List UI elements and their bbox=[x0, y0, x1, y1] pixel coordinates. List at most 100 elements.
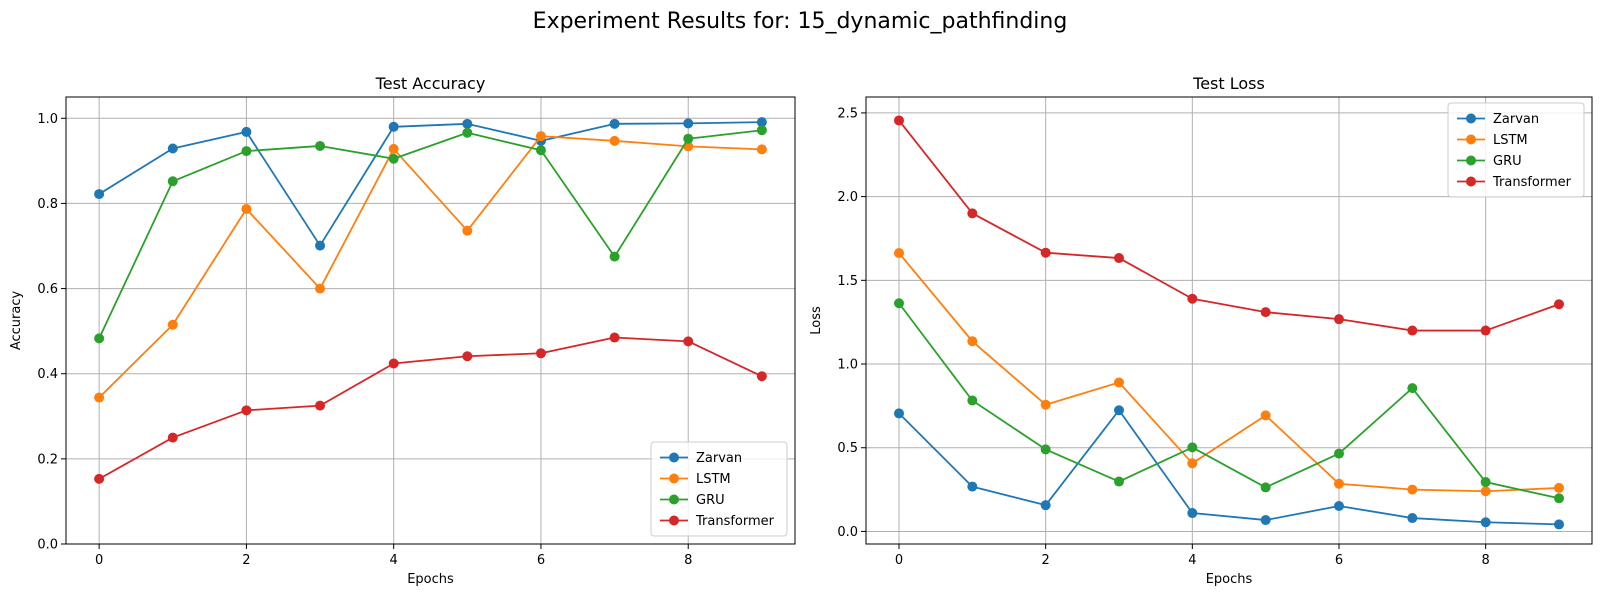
accuracy-zarvan-point-3 bbox=[315, 240, 326, 251]
accuracy-gru-point-2 bbox=[241, 146, 252, 157]
accuracy-chart-title: Test Accuracy bbox=[375, 74, 486, 93]
accuracy-gru-point-7 bbox=[609, 251, 620, 262]
accuracy-y-tick-label-2: 0.4 bbox=[37, 367, 58, 382]
accuracy-legend-zarvan-label: Zarvan bbox=[696, 451, 742, 466]
loss-transformer-point-1 bbox=[967, 208, 978, 219]
loss-lstm-point-1 bbox=[967, 336, 978, 347]
loss-legend-zarvan-marker bbox=[1466, 113, 1476, 124]
accuracy-lstm-point-2 bbox=[241, 203, 252, 214]
accuracy-x-tick-label-0: 0 bbox=[95, 553, 103, 568]
loss-lstm-point-5 bbox=[1260, 410, 1271, 421]
loss-lstm-point-4 bbox=[1187, 458, 1198, 469]
accuracy-legend-gru-label: GRU bbox=[696, 493, 725, 508]
accuracy-y-tick-label-3: 0.6 bbox=[37, 282, 58, 297]
loss-zarvan-point-2 bbox=[1040, 500, 1051, 511]
loss-zarvan-point-4 bbox=[1187, 508, 1198, 519]
loss-transformer-point-4 bbox=[1187, 293, 1198, 304]
loss-legend-gru-marker bbox=[1466, 155, 1476, 166]
loss-zarvan-point-1 bbox=[967, 481, 978, 492]
loss-transformer-point-5 bbox=[1260, 307, 1271, 318]
accuracy-zarvan-point-1 bbox=[167, 143, 178, 154]
loss-gru-point-5 bbox=[1260, 482, 1271, 493]
loss-zarvan-point-9 bbox=[1554, 519, 1564, 530]
accuracy-y-axis-label: Accuracy bbox=[9, 291, 24, 351]
accuracy-transformer-point-8 bbox=[683, 336, 694, 347]
loss-zarvan-point-8 bbox=[1480, 517, 1491, 528]
loss-legend-transformer-marker bbox=[1466, 176, 1476, 187]
loss-legend-lstm-label: LSTM bbox=[1493, 133, 1528, 148]
loss-y-axis-label: Loss bbox=[809, 306, 824, 335]
loss-legend: Zarvan LSTM GRU Transformer bbox=[1447, 102, 1585, 198]
loss-transformer-point-0 bbox=[894, 115, 904, 126]
accuracy-zarvan-point-2 bbox=[241, 126, 252, 137]
loss-lstm-point-6 bbox=[1334, 478, 1344, 489]
loss-transformer-series-line bbox=[898, 119, 1560, 332]
accuracy-gru-point-6 bbox=[535, 145, 546, 156]
loss-gru-point-0 bbox=[894, 298, 904, 309]
accuracy-lstm-point-0 bbox=[94, 392, 105, 403]
loss-zarvan-point-0 bbox=[894, 408, 904, 419]
loss-zarvan-point-7 bbox=[1407, 513, 1418, 524]
loss-gru-point-8 bbox=[1480, 477, 1491, 488]
loss-legend-zarvan-label: Zarvan bbox=[1493, 112, 1539, 127]
loss-x-axis-label: Epochs bbox=[1206, 572, 1253, 587]
loss-zarvan-series-line bbox=[898, 409, 1560, 526]
loss-lstm-point-2 bbox=[1040, 399, 1051, 410]
accuracy-transformer-point-0 bbox=[94, 473, 105, 484]
accuracy-gru-series-line bbox=[98, 129, 763, 340]
accuracy-zarvan-point-5 bbox=[462, 118, 473, 129]
accuracy-legend-box bbox=[650, 441, 788, 537]
accuracy-x-tick-label-4: 8 bbox=[684, 553, 692, 568]
accuracy-lstm-point-9 bbox=[756, 144, 767, 155]
loss-gru-point-6 bbox=[1334, 448, 1344, 459]
loss-y-tick-label-4: 2.0 bbox=[837, 190, 858, 205]
loss-legend-box bbox=[1447, 102, 1585, 198]
loss-x-tick-label-2: 4 bbox=[1188, 553, 1196, 568]
loss-gru-point-4 bbox=[1187, 442, 1198, 453]
accuracy-axes-frame bbox=[65, 96, 796, 545]
accuracy-gru-point-8 bbox=[683, 133, 694, 144]
accuracy-transformer-point-1 bbox=[167, 432, 178, 443]
loss-gru-series-line bbox=[898, 302, 1560, 500]
accuracy-chart-panel: 0 2 4 6 8 0.0 0.2 0.4 0.6 0.8 1.0 Test Accuracy Epoc… bbox=[9, 74, 796, 587]
loss-lstm-point-7 bbox=[1407, 484, 1418, 495]
loss-transformer-point-8 bbox=[1480, 325, 1491, 336]
loss-zarvan-point-6 bbox=[1334, 500, 1344, 511]
loss-gru-point-9 bbox=[1554, 493, 1564, 504]
loss-legend-transformer-label: Transformer bbox=[1492, 175, 1572, 190]
loss-y-tick-label-5: 2.5 bbox=[837, 106, 858, 121]
accuracy-lstm-point-3 bbox=[315, 283, 326, 294]
accuracy-zarvan-point-9 bbox=[756, 117, 767, 128]
accuracy-transformer-point-3 bbox=[315, 400, 326, 411]
loss-x-tick-label-0: 0 bbox=[895, 553, 903, 568]
accuracy-transformer-point-4 bbox=[388, 358, 399, 369]
loss-zarvan-point-3 bbox=[1114, 405, 1124, 416]
accuracy-legend: Zarvan LSTM GRU Transformer bbox=[650, 441, 788, 537]
accuracy-lstm-point-6 bbox=[535, 131, 546, 142]
accuracy-zarvan-point-0 bbox=[94, 189, 105, 200]
accuracy-legend-transformer-label: Transformer bbox=[695, 514, 775, 529]
accuracy-transformer-point-2 bbox=[241, 405, 252, 416]
accuracy-y-tick-label-0: 0.0 bbox=[37, 538, 58, 553]
accuracy-lstm-point-1 bbox=[167, 319, 178, 330]
accuracy-y-tick-label-4: 0.8 bbox=[37, 197, 58, 212]
accuracy-zarvan-point-7 bbox=[609, 118, 620, 129]
loss-lstm-point-0 bbox=[894, 248, 904, 259]
accuracy-gru-point-5 bbox=[462, 127, 473, 138]
accuracy-gru-point-3 bbox=[315, 140, 326, 151]
loss-gru-point-1 bbox=[967, 395, 978, 406]
accuracy-transformer-point-7 bbox=[609, 332, 620, 343]
accuracy-legend-lstm-marker bbox=[669, 473, 679, 484]
loss-axes-frame bbox=[865, 96, 1593, 545]
accuracy-transformer-point-5 bbox=[462, 351, 473, 362]
accuracy-legend-lstm-label: LSTM bbox=[696, 472, 731, 487]
loss-legend-lstm-marker bbox=[1466, 134, 1476, 145]
loss-gru-point-2 bbox=[1040, 444, 1051, 455]
accuracy-legend-gru-marker bbox=[669, 494, 679, 505]
accuracy-lstm-point-5 bbox=[462, 225, 473, 236]
loss-chart-panel: 0 2 4 6 8 0.0 0.5 1.0 1.5 2.0 2.5 Test Loss Epochs Lo… bbox=[809, 74, 1593, 587]
accuracy-zarvan-series-line bbox=[98, 121, 763, 247]
accuracy-x-axis-label: Epochs bbox=[407, 572, 454, 587]
